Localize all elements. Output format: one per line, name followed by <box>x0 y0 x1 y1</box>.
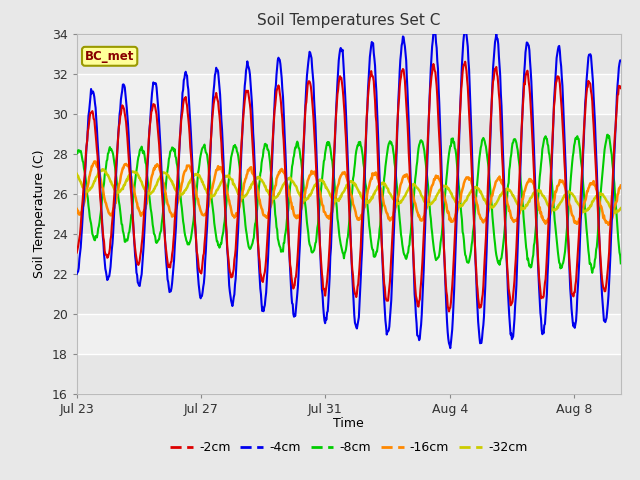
Y-axis label: Soil Temperature (C): Soil Temperature (C) <box>33 149 46 278</box>
X-axis label: Time: Time <box>333 417 364 430</box>
Text: BC_met: BC_met <box>85 50 134 63</box>
Bar <box>77 73 621 114</box>
Bar <box>77 313 621 354</box>
Bar <box>77 193 621 234</box>
Bar <box>77 274 621 313</box>
Bar <box>77 354 621 394</box>
Bar <box>77 114 621 154</box>
Bar <box>77 234 621 274</box>
Legend: -2cm, -4cm, -8cm, -16cm, -32cm: -2cm, -4cm, -8cm, -16cm, -32cm <box>165 436 532 459</box>
Bar <box>77 154 621 193</box>
Title: Soil Temperatures Set C: Soil Temperatures Set C <box>257 13 440 28</box>
Bar <box>77 34 621 73</box>
